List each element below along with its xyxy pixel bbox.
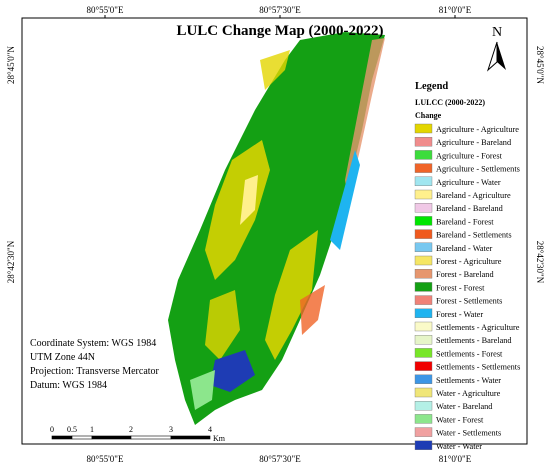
legend-label: Water - Agriculture	[436, 389, 501, 398]
legend-label: Settlements - Agriculture	[436, 323, 520, 332]
legend-swatch	[414, 176, 433, 187]
legend-label: Forest - Forest	[436, 283, 485, 292]
legend-subtitle: LULCC (2000-2022)	[415, 98, 485, 107]
legend-swatch	[414, 414, 433, 424]
north-label: N	[492, 25, 502, 40]
legend-swatch	[414, 189, 433, 200]
legend-swatch	[414, 387, 433, 398]
bottom-coord: 80°57'30"E	[259, 454, 301, 464]
scale-label: 4	[208, 425, 212, 434]
legend-swatch	[414, 255, 433, 266]
legend-swatch	[414, 136, 433, 147]
legend-swatch	[414, 427, 433, 437]
scale-segment	[51, 435, 73, 440]
legend-swatch	[414, 361, 433, 371]
legend-swatch	[414, 440, 433, 450]
legend-label: Bareland - Bareland	[436, 204, 504, 213]
scale-segment	[71, 435, 93, 440]
scale-segment	[130, 435, 172, 440]
legend-swatch	[414, 229, 433, 239]
legend-label: Agriculture - Water	[436, 178, 501, 187]
info-line: Coordinate System: WGS 1984	[30, 338, 156, 349]
legend-swatch	[414, 308, 433, 318]
left-coord: 28°45'0"N	[6, 46, 16, 84]
info-text: Coordinate System: WGS 1984 UTM Zone 44N P…	[30, 338, 160, 391]
legend-label: Bareland - Water	[436, 244, 493, 253]
left-coord: 28°42'30"N	[6, 240, 16, 283]
legend-label: Forest - Bareland	[436, 270, 494, 279]
legend-label: Settlements - Water	[436, 376, 501, 385]
legend-swatch	[414, 321, 433, 332]
scale-label: 0	[50, 425, 54, 434]
legend-swatch	[414, 202, 433, 213]
map-title: LULC Change Map (2000-2022)	[176, 23, 383, 39]
legend-swatch	[414, 123, 433, 134]
info-line: Projection: Transverse Mercator	[30, 366, 160, 377]
bottom-coord: 81°0'0"E	[439, 454, 472, 464]
legend-swatch	[414, 163, 433, 173]
legend-label: Agriculture - Settlements	[436, 165, 520, 174]
top-coord: 80°55'0"E	[87, 5, 124, 15]
legend-label: Forest - Settlements	[436, 297, 502, 306]
scale-segment	[91, 435, 132, 440]
legend-label: Bareland - Settlements	[436, 231, 512, 240]
top-coord: 81°0'0"E	[439, 5, 472, 15]
bottom-coord: 80°55'0"E	[87, 454, 124, 464]
scale-label: 2	[129, 425, 133, 434]
legend-swatch	[414, 216, 433, 226]
scale-label: 1	[90, 425, 94, 434]
info-line: UTM Zone 44N	[30, 352, 95, 363]
legend-title: Legend	[415, 81, 448, 92]
coordinate-labels: 80°55'0"E 80°57'30"E 81°0'0"E 80°55'0"E 80°5…	[6, 5, 545, 464]
right-coord: 28°42'30"N	[535, 241, 545, 284]
study-area	[168, 32, 385, 425]
legend-label: Water - Bareland	[436, 402, 493, 411]
info-line: Datum: WGS 1984	[30, 380, 107, 391]
legend-label: Settlements - Bareland	[436, 336, 512, 345]
legend-field: Change	[415, 111, 442, 120]
legend-label: Agriculture - Agriculture	[436, 125, 519, 134]
legend-label: Settlements - Forest	[436, 349, 503, 358]
north-arrow: N	[486, 25, 506, 72]
legend-swatch	[414, 242, 433, 253]
legend-swatch	[414, 269, 433, 279]
legend-label: Forest - Agriculture	[436, 257, 502, 266]
scale-unit: Km	[213, 434, 226, 443]
legend-label: Forest - Water	[436, 310, 483, 319]
legend-label: Agriculture - Forest	[436, 151, 503, 160]
legend-label: Agriculture - Bareland	[436, 138, 512, 147]
legend-swatch	[414, 335, 433, 345]
scale-segment	[170, 435, 211, 440]
legend-label: Water - Settlements	[436, 429, 501, 438]
scale-label: 0.5	[67, 425, 77, 434]
legend-swatch	[414, 401, 433, 411]
top-coord: 80°57'30"E	[259, 5, 301, 15]
legend-label: Water - Forest	[436, 415, 484, 424]
legend-swatch	[414, 150, 433, 160]
legend-swatch	[414, 374, 433, 384]
legend-items: Agriculture - Agriculture Agriculture - B…	[414, 123, 520, 451]
right-coord: 28°45'0"N	[535, 46, 545, 84]
legend-label: Bareland - Agriculture	[436, 191, 511, 200]
legend-label: Settlements - Settlements	[436, 363, 520, 372]
legend-swatch	[414, 282, 433, 292]
legend-label: Water - Water	[436, 442, 482, 451]
scale-label: 3	[169, 425, 173, 434]
legend-label: Bareland - Forest	[436, 217, 494, 226]
legend-swatch	[414, 295, 433, 305]
legend-swatch	[414, 348, 433, 358]
scale-bar: 0 0.5 1 2 3 4Km	[50, 425, 226, 443]
